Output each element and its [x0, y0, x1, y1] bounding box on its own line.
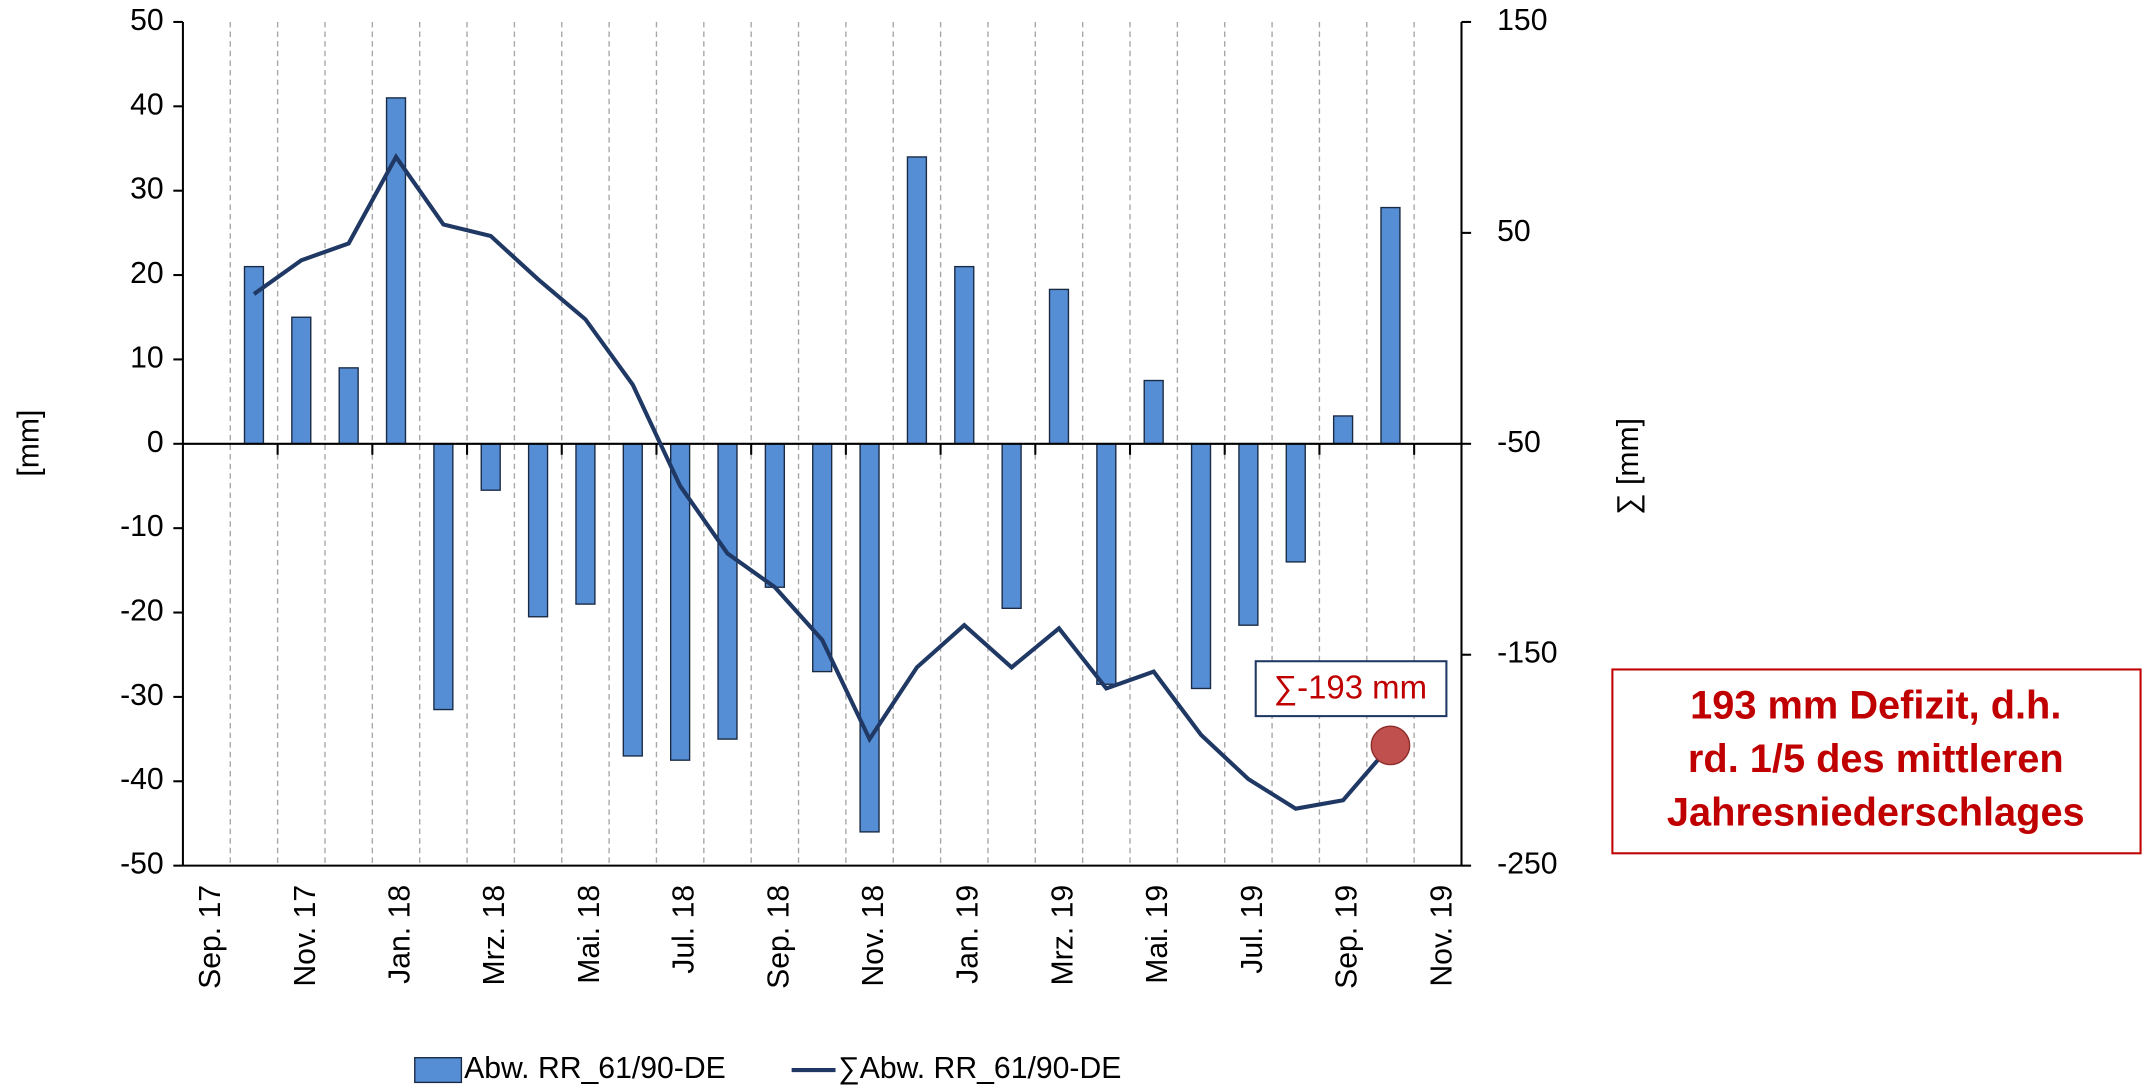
- bar: [1190, 443, 1212, 690]
- x-tick-label: Sep. 18: [762, 885, 795, 989]
- x-tick-label: Sep. 19: [1331, 885, 1364, 989]
- bar: [1332, 415, 1354, 445]
- x-tick-label: Jul. 18: [668, 885, 701, 974]
- x-tick-label: Nov. 17: [289, 885, 322, 987]
- bar: [859, 443, 880, 833]
- bar: [669, 443, 691, 761]
- x-tick-label: Jan. 18: [383, 885, 416, 984]
- bar: [1238, 443, 1259, 626]
- x-tick-label: Mai. 18: [573, 885, 606, 984]
- legend-label: Abw. RR_61/90-DE: [464, 1052, 726, 1085]
- bar: [480, 443, 501, 491]
- bar: [1143, 379, 1164, 445]
- y-tick-label: 40: [130, 88, 164, 121]
- note-line: 193 mm Defizit, d.h.: [1690, 683, 2061, 727]
- y-axis-label: [mm]: [13, 410, 46, 477]
- x-tick-label: Jan. 19: [952, 885, 985, 984]
- x-tick-label: Nov. 18: [857, 885, 890, 987]
- x-tick-label: Mrz. 19: [1046, 885, 1079, 986]
- bar: [764, 443, 786, 588]
- bar: [906, 156, 928, 445]
- note-box: [1611, 668, 2142, 855]
- x-tick-label: Nov. 19: [1425, 885, 1458, 987]
- x-tick-label: Sep. 17: [194, 885, 227, 989]
- bar: [622, 443, 643, 757]
- bar: [291, 316, 312, 445]
- y-tick-label: -30: [120, 679, 164, 712]
- bar: [717, 443, 738, 740]
- bar: [385, 97, 407, 445]
- bar: [433, 443, 454, 711]
- y-tick-label: 10: [130, 341, 164, 374]
- bar: [1285, 443, 1306, 563]
- note-line: Jahresniederschlages: [1667, 790, 2085, 834]
- legend-label: ∑Abw. RR_61/90-DE: [838, 1052, 1121, 1085]
- note-line: rd. 1/5 des mittleren: [1688, 737, 2064, 781]
- y-tick-label: 0: [147, 426, 164, 459]
- annotation: ∑-193 mm: [1274, 669, 1427, 706]
- y-tick-label: 50: [130, 4, 164, 37]
- x-tick-label: Mrz. 18: [478, 885, 511, 986]
- y2-tick-label: -250: [1497, 848, 1557, 881]
- bar: [954, 265, 975, 445]
- bar: [1048, 288, 1070, 445]
- y-tick-label: -20: [120, 595, 164, 628]
- bar: [575, 443, 596, 605]
- x-tick-label: Mai. 19: [1141, 885, 1174, 984]
- y2-tick-label: 50: [1497, 215, 1531, 248]
- y-tick-label: 30: [130, 173, 164, 206]
- y2-tick-label: -50: [1497, 426, 1541, 459]
- legend-swatch: [414, 1057, 463, 1084]
- bar: [1096, 443, 1117, 685]
- bar: [527, 443, 549, 618]
- y2-tick-label: 150: [1497, 4, 1547, 37]
- y-tick-label: -40: [120, 763, 164, 796]
- y2-axis-label: ∑ [mm]: [1612, 418, 1645, 515]
- annotation-box: [1254, 660, 1448, 718]
- end-marker: [1370, 725, 1411, 766]
- line: [252, 153, 1393, 811]
- y-tick-label: 20: [130, 257, 164, 290]
- bar: [338, 367, 359, 445]
- y-tick-label: -10: [120, 510, 164, 543]
- bar: [1380, 206, 1401, 445]
- x-tick-label: Jul. 19: [1236, 885, 1269, 974]
- y2-tick-label: -150: [1497, 637, 1557, 670]
- y-tick-label: -50: [120, 848, 164, 881]
- bar: [1001, 443, 1022, 610]
